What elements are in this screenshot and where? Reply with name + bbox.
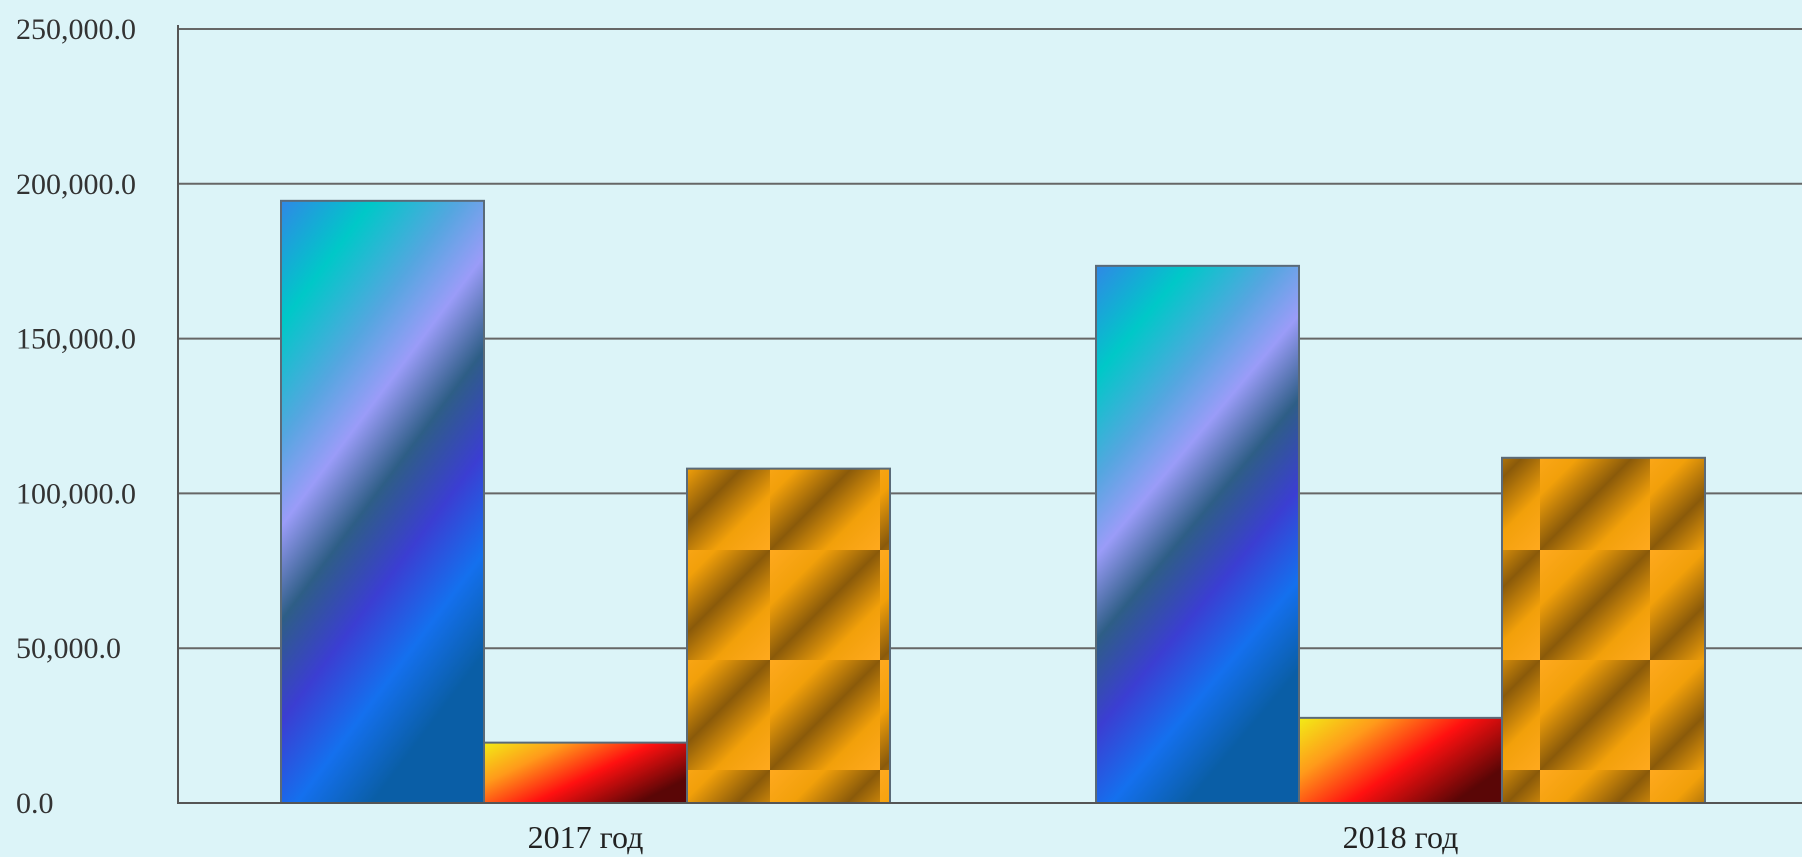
y-tick-label: 0.0 bbox=[16, 787, 54, 820]
bar bbox=[686, 467, 891, 804]
bars bbox=[280, 199, 1706, 804]
bar bbox=[1298, 716, 1503, 804]
axes bbox=[177, 25, 1802, 804]
y-tick-label: 100,000.0 bbox=[16, 477, 136, 510]
y-tick-label: 50,000.0 bbox=[16, 632, 121, 665]
y-tick-label: 200,000.0 bbox=[16, 168, 136, 201]
y-tick-label: 150,000.0 bbox=[16, 323, 136, 356]
bar bbox=[483, 741, 688, 804]
y-tick-label: 250,000.0 bbox=[16, 13, 136, 46]
bar bbox=[280, 199, 485, 804]
bar bbox=[1095, 264, 1300, 804]
x-tick-label: 2017 год bbox=[528, 819, 644, 855]
labels: 0.0 50,000.0 100,000.0 150,000.0 200,000.0 25… bbox=[16, 13, 1458, 855]
bar bbox=[1501, 456, 1706, 804]
x-tick-label: 2018 год bbox=[1343, 819, 1459, 855]
